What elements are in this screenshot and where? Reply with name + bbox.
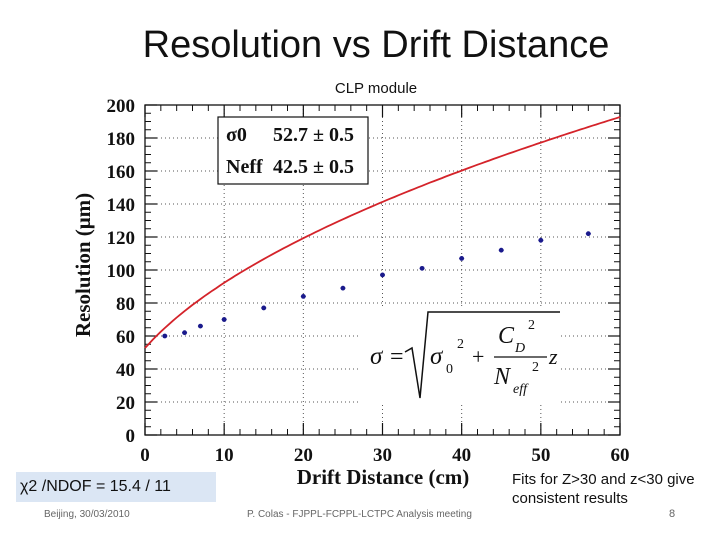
grid xyxy=(145,105,620,435)
slide-title: Resolution vs Drift Distance xyxy=(142,24,610,66)
fit-stats-box: σ0 52.7 ± 0.5 Neff 42.5 ± 0.5 xyxy=(217,116,369,185)
y-tick-label: 140 xyxy=(107,195,136,216)
y-tick-label: 40 xyxy=(116,360,135,381)
data-point xyxy=(300,294,306,299)
data-point xyxy=(182,330,187,336)
svg-text:z: z xyxy=(548,344,558,369)
svg-text:+: + xyxy=(472,344,484,369)
y-tick-label: 80 xyxy=(116,294,135,315)
x-tick-label: 0 xyxy=(140,445,150,466)
svg-text:σ: σ xyxy=(370,343,384,370)
x-tick-label: 10 xyxy=(215,445,234,466)
svg-text:C: C xyxy=(498,323,515,349)
data-point xyxy=(585,231,591,237)
data-point xyxy=(221,317,227,322)
svg-text:2: 2 xyxy=(528,318,535,333)
svg-text:N: N xyxy=(493,364,512,390)
fit-formula: σ = σ 0 2 + C D 2 N eff 2 z xyxy=(360,308,560,403)
x-tick-label: 40 xyxy=(452,445,471,466)
data-point xyxy=(459,256,465,261)
svg-text:D: D xyxy=(514,341,525,356)
y-tick-label: 20 xyxy=(116,393,135,414)
chi2-box: χ2 /NDOF = 15.4 / 11 xyxy=(16,472,216,502)
y-tick-label: 200 xyxy=(107,96,136,117)
page-number: 8 xyxy=(669,508,676,520)
x-axis-label: Drift Distance (cm) xyxy=(297,465,470,489)
data-point xyxy=(419,265,425,271)
data-point xyxy=(380,272,385,278)
svg-text:2: 2 xyxy=(457,337,464,352)
data-point xyxy=(538,237,544,243)
chart-title: CLP module xyxy=(334,80,418,97)
sigma0-label: σ0 xyxy=(226,124,247,146)
fit-note: Fits for Z>30 and z<30 give consistent r… xyxy=(512,471,695,507)
x-tick-label: 30 xyxy=(373,445,392,466)
sigma0-value: 52.7 ± 0.5 xyxy=(273,124,354,146)
footer-author-meeting: P. Colas - FJPPL-FCPPL-LCTPC Analysis me… xyxy=(247,509,472,520)
neff-value: 42.5 ± 0.5 xyxy=(273,156,354,178)
axis-ticks xyxy=(144,104,621,436)
svg-text:eff: eff xyxy=(513,382,529,397)
x-tick-labels: 0 10 20 30 40 50 60 xyxy=(140,445,629,466)
y-tick-label: 180 xyxy=(107,129,136,150)
data-point xyxy=(340,285,346,291)
data-point xyxy=(198,323,203,329)
svg-text:=: = xyxy=(390,344,404,370)
neff-label: Neff xyxy=(226,156,263,178)
footer-location-date: Beijing, 30/03/2010 xyxy=(44,509,130,520)
svg-text:0: 0 xyxy=(446,362,453,377)
x-tick-label: 60 xyxy=(611,445,630,466)
svg-text:σ: σ xyxy=(430,343,444,370)
fit-curve xyxy=(144,116,621,349)
y-tick-labels: 0 20 40 60 80 100 120 140 160 180 200 xyxy=(107,96,136,447)
data-point xyxy=(261,305,267,311)
y-tick-label: 100 xyxy=(107,261,136,282)
y-tick-label: 120 xyxy=(107,228,136,249)
svg-text:2: 2 xyxy=(532,360,539,375)
data-point xyxy=(162,333,168,339)
x-tick-label: 50 xyxy=(531,445,550,466)
data-point xyxy=(498,247,504,253)
y-tick-label: 160 xyxy=(107,162,136,183)
x-tick-label: 20 xyxy=(294,445,313,466)
y-axis-label: Resolution (μm) xyxy=(71,193,95,337)
data-points xyxy=(162,231,591,339)
y-tick-label: 0 xyxy=(126,426,136,447)
y-tick-label: 60 xyxy=(116,327,135,348)
